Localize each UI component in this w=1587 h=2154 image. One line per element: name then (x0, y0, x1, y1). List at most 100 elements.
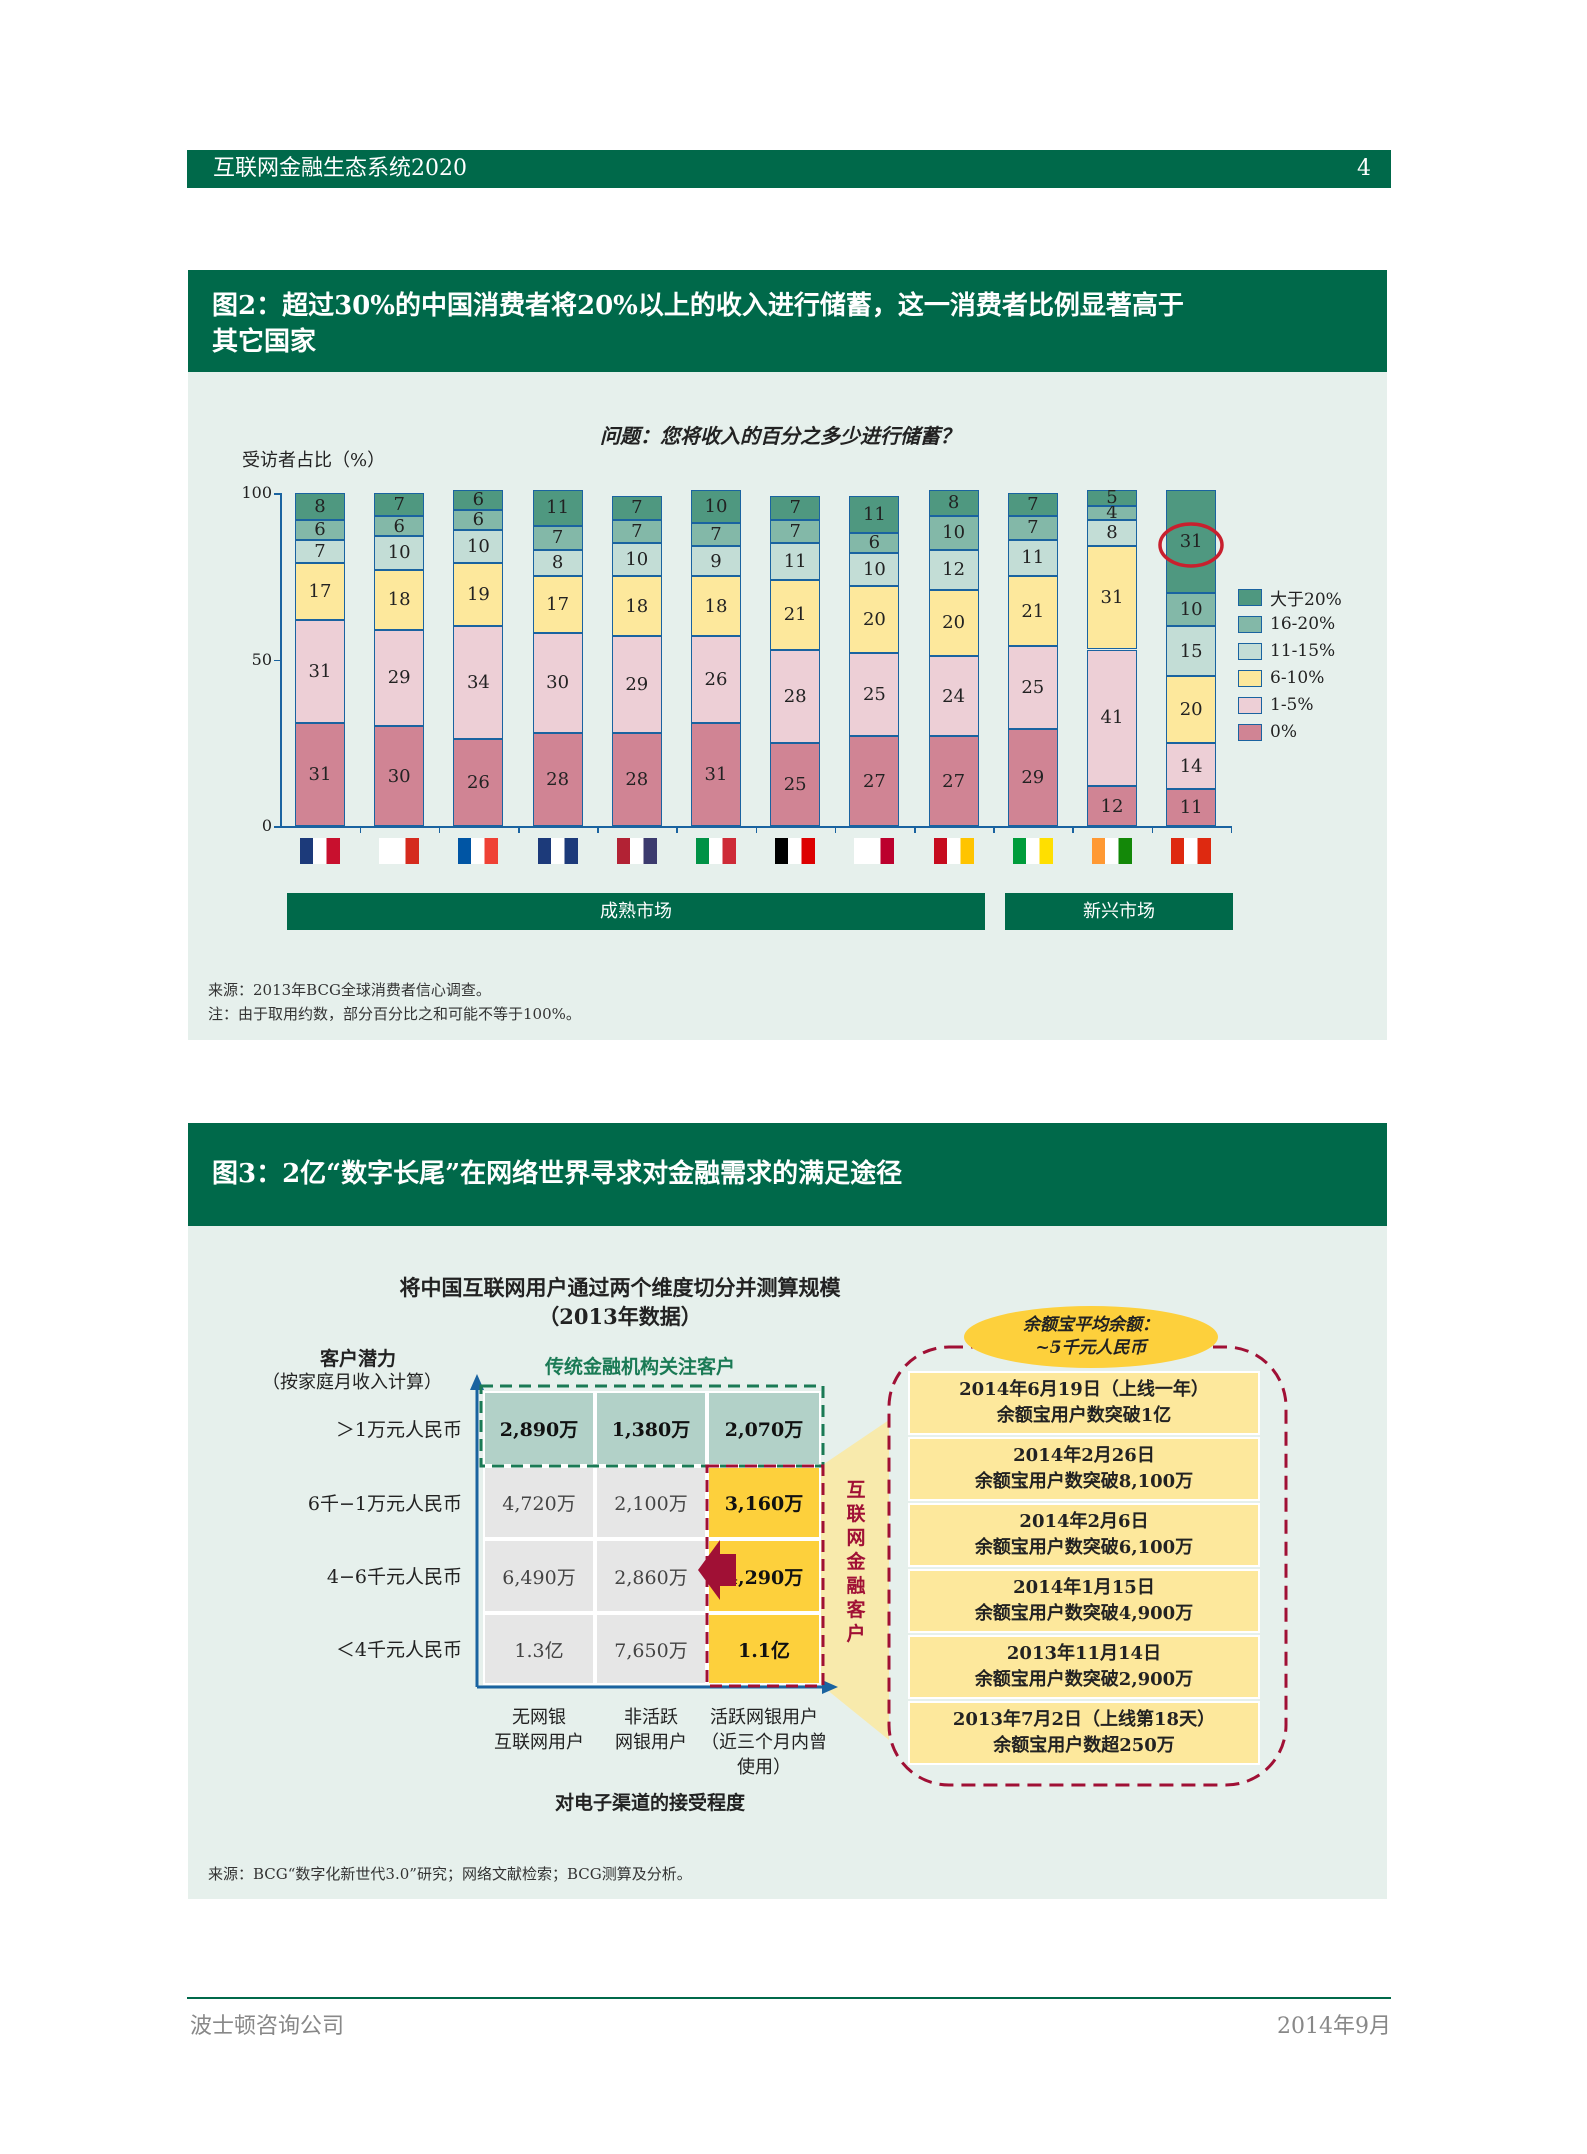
bar-segment: 6 (374, 516, 425, 537)
bar-segment: 28 (611, 732, 662, 826)
flag-icon (300, 838, 340, 864)
x-tick (676, 826, 678, 833)
y-tick (274, 493, 280, 495)
bar-segment: 17 (532, 576, 583, 633)
bar-segment: 18 (691, 576, 741, 637)
bar-segment: 29 (611, 636, 662, 733)
bar-segment: 28 (770, 649, 821, 743)
milestone-item: 2014年6月19日（上线一年） 余额宝用户数突破1亿 (910, 1373, 1258, 1433)
milestone-item: 2014年2月26日 余额宝用户数突破8,100万 (910, 1439, 1258, 1499)
x-tick (755, 826, 758, 833)
bar-segment: 7 (295, 539, 345, 563)
column-label: 无网银 互联网用户 (494, 1707, 584, 1753)
bar-segment: 7 (1007, 516, 1058, 540)
legend-item: 大于20% (1238, 586, 1342, 610)
bar-segment: 28 (532, 732, 583, 826)
flag-icon (933, 838, 974, 864)
subtitle-line1: 将中国互联网用户通过两个维度切分并测算规模 (399, 1275, 841, 1300)
bar-segment: 10 (691, 489, 741, 523)
matrix-cell: 4,290万 (707, 1539, 821, 1613)
bar-segment: 7 (611, 519, 662, 543)
matrix-cell: 1.1亿 (707, 1613, 821, 1685)
stacked-bar-chart: 0 50 100 31 31 17 7 6 8 30 29 18 10 6 7 26 34 19 10 6 6 28 30 1… (0, 0, 1587, 900)
page-header: 互联网金融生态系统2020 4 (187, 150, 1391, 188)
bar-segment: 17 (295, 562, 345, 620)
x-axis-arrow (822, 1680, 838, 1694)
doc-title: 互联网金融生态系统2020 (213, 156, 467, 181)
bar-segment: 31 (295, 619, 345, 723)
bar-segment: 31 (295, 722, 345, 826)
matrix-cell: 3,160万 (707, 1466, 821, 1539)
flag-icon (1092, 838, 1132, 864)
figure3-title: 图3：2亿“数字长尾”在网络世界寻求对金融需求的满足途径 (188, 1123, 1387, 1226)
average-balance: 余额宝平均余额： ~5千元人民币 (964, 1314, 1218, 1360)
footer-company: 波士顿咨询公司 (190, 2014, 345, 2039)
emerging-markets-bar: 新兴市场 (1005, 893, 1233, 930)
matrix-cell: 6,490万 (483, 1539, 595, 1613)
bar-segment: 5 (1087, 487, 1137, 508)
figure3-subtitle: 将中国互联网用户通过两个维度切分并测算规模 （2013年数据） (340, 1273, 900, 1331)
x-tick (438, 826, 441, 833)
x-tick (597, 826, 599, 833)
milestone-item: 2013年11月14日 余额宝用户数突破2,900万 (910, 1637, 1258, 1697)
bar-segment: 14 (1166, 742, 1217, 790)
legend-item: 1-5% (1238, 694, 1314, 716)
matrix-cell: 2,100万 (595, 1466, 707, 1539)
bar-segment: 8 (928, 489, 979, 517)
bar-segment: 11 (849, 496, 900, 533)
flag-icon (379, 838, 420, 864)
row-label: 6千−1万元人民币 (307, 1492, 462, 1515)
matrix-overlay (479, 1306, 1288, 1787)
y-axis-title: 客户潜力 (320, 1348, 397, 1370)
x-tick (993, 826, 995, 833)
matrix-cell: 7,650万 (595, 1613, 707, 1685)
bar-segment: 41 (1087, 649, 1137, 787)
y-axis-line (280, 493, 282, 826)
x-axis-title: 对电子渠道的接受程度 (554, 1792, 745, 1814)
legend-item: 0% (1238, 721, 1297, 743)
matrix-cell: 1.3亿 (483, 1613, 595, 1685)
flag-icon (1171, 838, 1212, 864)
flag-icon (616, 838, 657, 864)
legend-item: 6-10% (1238, 667, 1324, 689)
y-tick-label: 50 (251, 649, 272, 669)
bar-segment: 9 (691, 546, 741, 577)
row-label: ＜4千元人民币 (335, 1639, 462, 1661)
bar-segment: 30 (532, 632, 583, 733)
bar-segment: 7 (691, 522, 741, 547)
footer-rule (187, 1997, 1391, 1999)
bar-segment: 11 (1007, 539, 1058, 577)
bar-segment: 19 (453, 562, 504, 627)
page-number: 4 (1357, 156, 1371, 181)
bar-segment: 8 (1087, 519, 1137, 547)
y-axis-subtitle: （按家庭月收入计算） (262, 1372, 442, 1393)
bar-segment: 11 (1166, 789, 1217, 826)
bar-segment: 7 (770, 496, 821, 520)
bar-segment: 18 (374, 569, 425, 630)
footer-date: 2014年9月 (1277, 2014, 1391, 2039)
y-tick-label: 100 (241, 483, 272, 502)
bar-segment: 7 (770, 519, 821, 543)
bar-segment: 10 (928, 516, 979, 550)
bar-segment: 30 (374, 726, 425, 826)
average-balance-ellipse (964, 1306, 1218, 1368)
row-label: ＞1万元人民币 (335, 1418, 462, 1441)
bar-segment: 8 (295, 493, 345, 520)
bar-segment: 10 (849, 552, 900, 587)
bar-segment: 7 (611, 496, 662, 520)
bar-segment: 4 (1087, 502, 1137, 523)
flag-icon (854, 838, 895, 864)
y-axis-label: 受访者占比（%） (242, 450, 386, 471)
y-tick (274, 826, 280, 828)
x-tick (834, 826, 837, 833)
bar-segment: 20 (1166, 676, 1217, 743)
y-tick-label: 0 (261, 816, 272, 835)
bar-segment: 21 (770, 579, 821, 650)
bar-segment: 26 (691, 636, 741, 723)
column-label: 非活跃 网银用户 (615, 1707, 687, 1753)
bar-segment: 31 (1166, 489, 1217, 593)
x-tick (1151, 826, 1154, 833)
bar-segment: 31 (691, 722, 741, 826)
bar-segment: 8 (532, 549, 583, 577)
bar-segment: 11 (770, 542, 821, 580)
